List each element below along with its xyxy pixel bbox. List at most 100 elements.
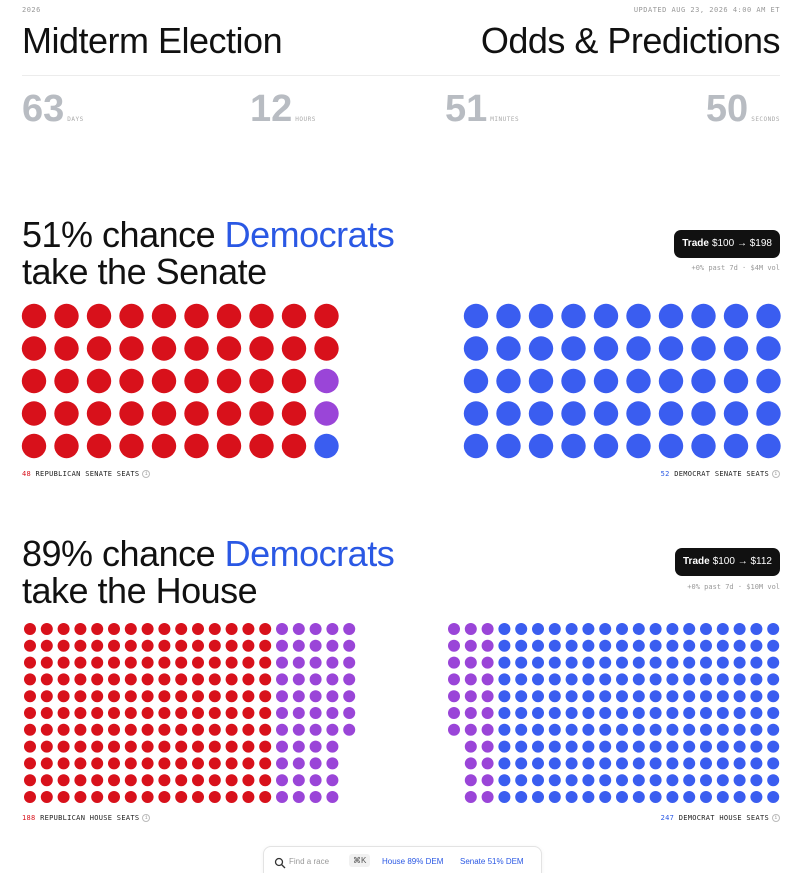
- countdown-unit: DAYS: [67, 116, 84, 123]
- seat-dot: [184, 433, 209, 459]
- title-right: Odds & Predictions: [480, 20, 781, 61]
- seat-dot: [496, 336, 521, 361]
- seat-dot: [496, 433, 521, 459]
- seat-dot: [528, 401, 554, 426]
- seat-dot: [582, 639, 595, 652]
- seat-dot: [343, 707, 356, 719]
- seat-dot: [57, 656, 70, 669]
- house-link[interactable]: House 89% DEM: [382, 857, 444, 866]
- seat-dot: [666, 639, 679, 652]
- seat-dot: [733, 723, 746, 736]
- seat-dot: [616, 707, 628, 719]
- seat-dot: [276, 623, 288, 635]
- seat-dot: [21, 401, 47, 426]
- seat-dot: [158, 656, 171, 669]
- seat-dot: [548, 740, 561, 753]
- seat-dot: [733, 791, 746, 803]
- seat-dot: [124, 690, 137, 703]
- seat-dot: [91, 774, 104, 787]
- seat-dot: [599, 690, 612, 703]
- seat-dot: [616, 690, 628, 703]
- seat-dot: [175, 774, 188, 787]
- seat-dot: [515, 623, 528, 635]
- countdown-value: 51: [445, 88, 488, 130]
- seat-dot: [74, 791, 87, 803]
- seat-dot: [632, 673, 645, 686]
- seat-dot: [632, 723, 645, 736]
- seat-dot: [208, 656, 221, 669]
- seat-dot: [464, 707, 477, 719]
- search-input[interactable]: Find a race: [289, 857, 330, 866]
- seat-dot: [481, 690, 494, 703]
- seat-dot: [175, 707, 188, 719]
- seat-dot: [616, 757, 628, 770]
- seat-dot: [192, 673, 204, 686]
- seat-dot: [86, 368, 112, 394]
- seat-count: 48: [22, 470, 32, 478]
- seat-dot: [498, 791, 511, 803]
- seat-dot: [565, 774, 578, 787]
- seat-dot: [151, 368, 177, 394]
- seat-dot: [309, 639, 322, 652]
- seat-dot: [208, 639, 221, 652]
- seat-dot: [216, 368, 242, 394]
- trade-button[interactable]: Trade $100 → $198: [674, 230, 780, 258]
- seat-dot: [666, 791, 679, 803]
- seat-dot: [666, 673, 679, 686]
- seat-dot: [276, 673, 288, 686]
- seat-dot: [151, 336, 177, 361]
- seat-label: 48 REPUBLICAN SENATE SEATS i: [22, 470, 151, 478]
- seat-dot: [326, 757, 339, 770]
- seat-dot: [463, 336, 489, 361]
- seat-dot: [86, 303, 112, 329]
- seat-count: 188: [22, 814, 36, 822]
- seat-dot: [108, 690, 120, 703]
- seat-dot: [498, 690, 511, 703]
- seat-dot: [225, 623, 238, 635]
- seat-dot: [158, 690, 171, 703]
- seat-dot: [448, 639, 460, 652]
- seat-dot: [632, 639, 645, 652]
- seat-dot: [225, 757, 238, 770]
- senate-link[interactable]: Senate 51% DEM: [460, 857, 524, 866]
- seat-dot: [249, 336, 274, 361]
- seat-dot: [723, 401, 749, 426]
- seat-dot: [208, 757, 221, 770]
- seat-dot: [767, 656, 780, 669]
- seat-dot: [733, 673, 746, 686]
- seat-dot: [259, 757, 272, 770]
- seat-dot: [683, 707, 696, 719]
- seat-dot: [599, 740, 612, 753]
- seat-dot: [242, 723, 255, 736]
- seat-dot: [175, 791, 188, 803]
- seat-dot: [481, 740, 494, 753]
- trade-button[interactable]: Trade $100 → $112: [675, 548, 780, 576]
- seat-dot: [723, 433, 749, 459]
- seat-dot: [767, 740, 780, 753]
- seat-dot: [91, 740, 104, 753]
- seat-dot: [767, 774, 780, 787]
- seat-dot: [515, 791, 528, 803]
- seat-dot: [108, 740, 120, 753]
- seat-dot: [24, 673, 36, 686]
- seat-dot: [481, 707, 494, 719]
- seat-dot: [716, 623, 729, 635]
- seat-dot: [756, 368, 781, 394]
- seat-dot: [141, 639, 154, 652]
- seat-dot: [119, 336, 144, 361]
- seat-dot: [716, 656, 729, 669]
- seat-dot: [141, 707, 154, 719]
- seat-dot: [225, 656, 238, 669]
- seat-dot: [108, 673, 120, 686]
- seat-dot: [74, 673, 87, 686]
- countdown-seconds: 50 SECONDS: [706, 88, 780, 131]
- seat-dot: [57, 791, 70, 803]
- seat-dot: [158, 774, 171, 787]
- seat-dot: [658, 336, 684, 361]
- seat-dot: [242, 757, 255, 770]
- updated: UPDATED AUG 23, 2026 4:00 AM ET: [633, 6, 780, 14]
- seat-dot: [464, 757, 477, 770]
- countdown-value: 63: [22, 88, 65, 130]
- seat-dot: [561, 433, 586, 459]
- seat-dot: [723, 303, 749, 329]
